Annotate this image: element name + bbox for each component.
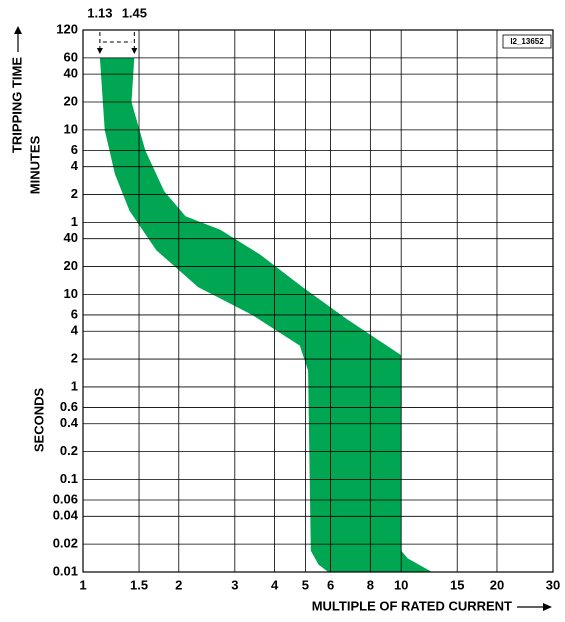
y-axis-label: TRIPPING TIME	[9, 57, 24, 153]
marker-label: 1.13	[87, 5, 112, 20]
marker-label: 1.45	[122, 5, 147, 20]
seconds-label: SECONDS	[31, 388, 46, 453]
y-tick-label: 0.01	[53, 563, 78, 578]
y-tick-label: 0.02	[53, 536, 78, 551]
annotation-box	[502, 34, 552, 49]
y-tick-label: 1	[71, 214, 78, 229]
y-tick-label: 0.04	[53, 508, 79, 523]
y-tick-label: 6	[71, 142, 78, 157]
y-tick-label: 0.6	[60, 399, 78, 414]
y-tick-label: 60	[64, 49, 78, 64]
x-tick-label: 2	[175, 577, 182, 592]
y-axis-arrowhead	[14, 26, 22, 34]
y-tick-label: 120	[56, 21, 78, 36]
x-tick-label: 1	[79, 577, 86, 592]
y-tick-label: 0.2	[60, 443, 78, 458]
y-tick-label: 0.1	[60, 471, 78, 486]
y-tick-label: 4	[71, 323, 79, 338]
y-tick-label: 4	[71, 158, 79, 173]
minutes-label: MINUTES	[27, 135, 42, 194]
x-axis-label: MULTIPLE OF RATED CURRENT	[312, 598, 512, 613]
y-tick-label: 6	[71, 306, 78, 321]
y-tick-label: 10	[64, 286, 78, 301]
y-tick-label: 2	[71, 186, 78, 201]
y-tick-label: 40	[64, 230, 78, 245]
y-tick-label: 1	[71, 378, 78, 393]
x-tick-label: 4	[271, 577, 279, 592]
x-tick-label: 3	[231, 577, 238, 592]
x-tick-label: 6	[327, 577, 334, 592]
y-tick-label: 20	[64, 93, 78, 108]
x-tick-label: 5	[302, 577, 309, 592]
marker-arrow	[131, 48, 138, 54]
plot-frame	[82, 29, 554, 573]
marker-arrow	[96, 48, 103, 54]
x-tick-label: 20	[490, 577, 504, 592]
x-axis-arrowhead	[543, 603, 552, 611]
y-tick-label: 0.4	[60, 415, 79, 430]
y-tick-label: 2	[71, 351, 78, 366]
x-tick-label: 30	[546, 577, 560, 592]
y-tick-label: 10	[64, 121, 78, 136]
x-tick-label: 1.5	[130, 577, 148, 592]
x-tick-label: 8	[367, 577, 374, 592]
annotation: I2_13652	[510, 37, 544, 46]
x-tick-label: 15	[450, 577, 464, 592]
x-tick-label: 10	[394, 577, 408, 592]
y-tick-label: 40	[64, 66, 78, 81]
y-tick-label: 0.06	[53, 491, 78, 506]
y-tick-label: 20	[64, 258, 78, 273]
